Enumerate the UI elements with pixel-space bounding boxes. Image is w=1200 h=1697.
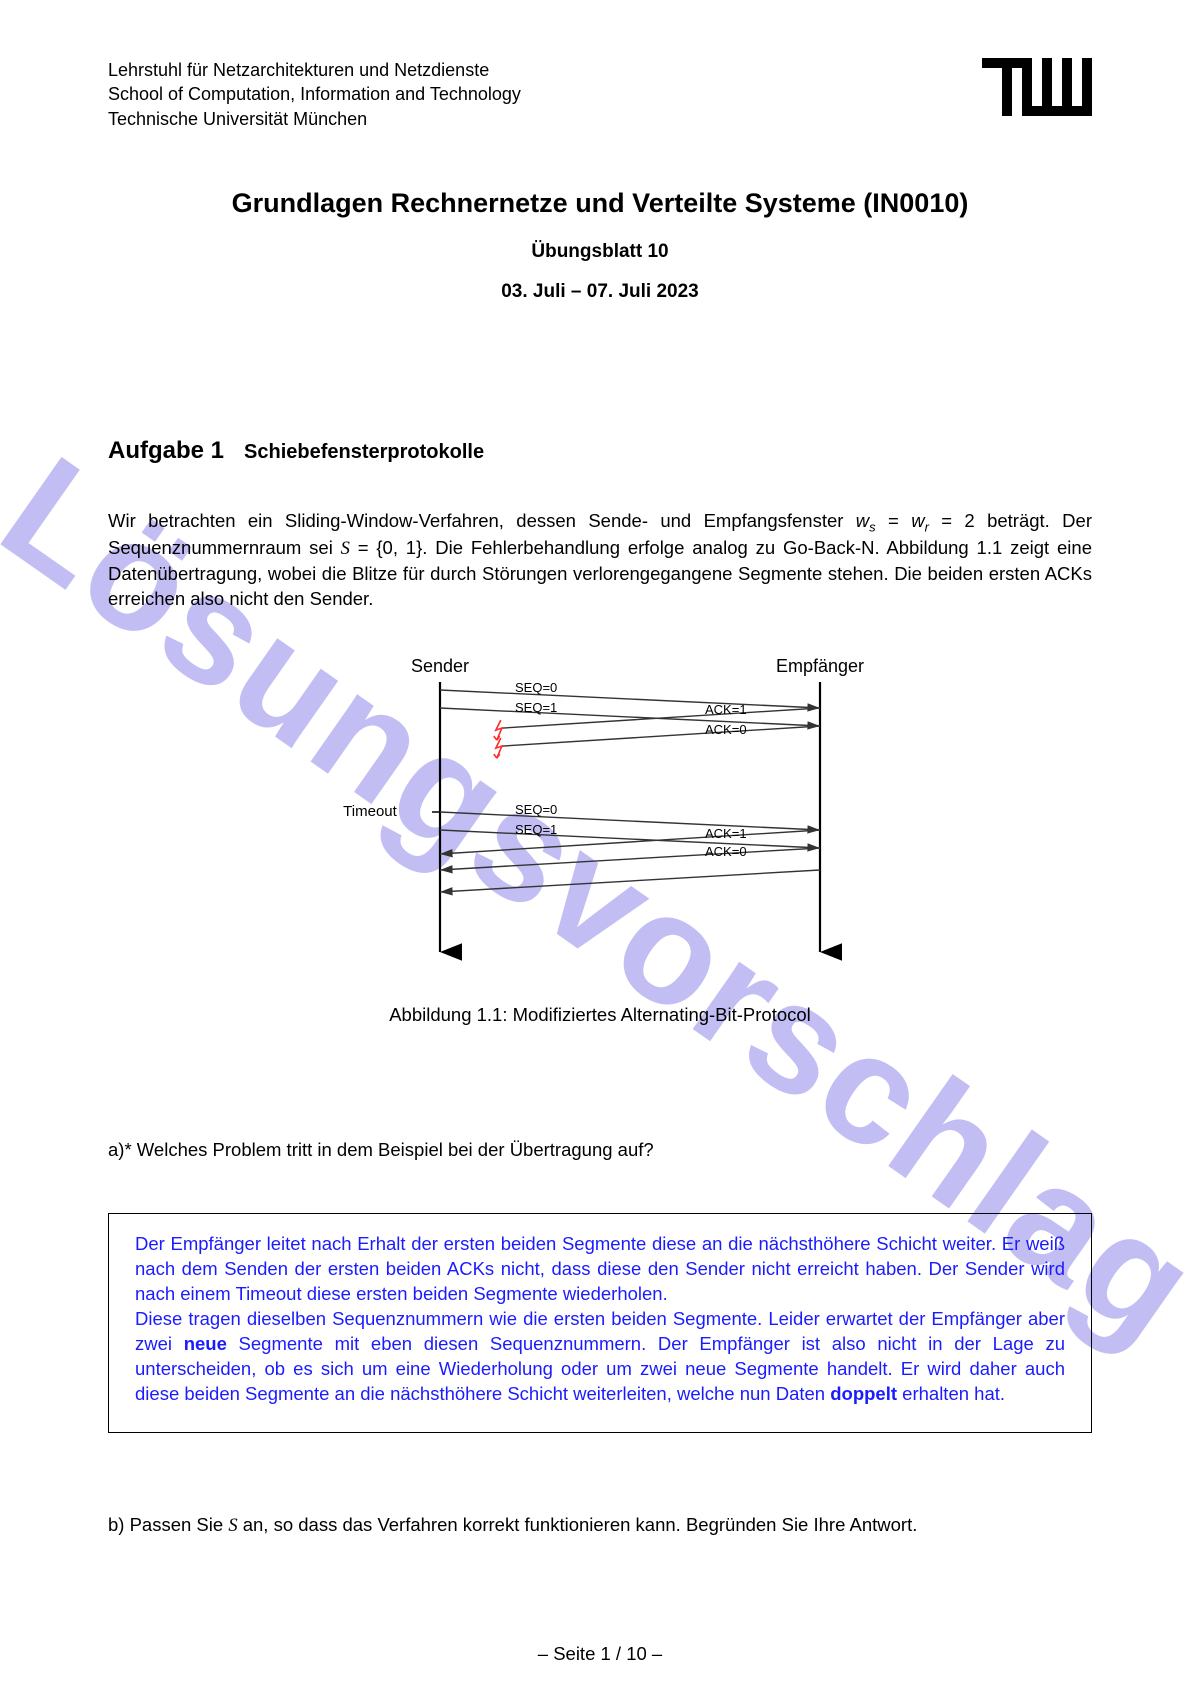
svg-text:ACK=1: ACK=1 — [705, 826, 747, 841]
svg-text:Empfänger: Empfänger — [776, 656, 864, 676]
svg-text:SEQ=1: SEQ=1 — [515, 700, 557, 715]
question-b-post: an, so dass das Verfahren korrekt funkti… — [238, 1514, 918, 1535]
svg-text:ACK=1: ACK=1 — [705, 702, 747, 717]
question-a: a)* Welches Problem tritt in dem Beispie… — [108, 1138, 1092, 1163]
task-1-name: Schiebefensterprotokolle — [244, 441, 484, 463]
page-header: Lehrstuhl für Netzarchitekturen und Netz… — [108, 58, 1092, 131]
answer-a-part2c: erhalten hat. — [897, 1383, 1005, 1404]
var-wr: w — [911, 510, 924, 531]
institution-line-3: Technische Universität München — [108, 107, 521, 131]
institution-line-1: Lehrstuhl für Netzarchitekturen und Netz… — [108, 58, 521, 82]
sheet-title: Übungsblatt 10 — [108, 239, 1092, 265]
institution-block: Lehrstuhl für Netzarchitekturen und Netz… — [108, 58, 521, 131]
answer-a-part1: Der Empfänger leitet nach Erhalt der ers… — [135, 1233, 1065, 1304]
page-footer: – Seite 1 / 10 – — [0, 1642, 1200, 1667]
task-1-intro: Wir betrachten ein Sliding-Window-Verfah… — [108, 509, 1092, 612]
answer-a-bold-doppelt: doppelt — [830, 1383, 897, 1404]
svg-text:SEQ=0: SEQ=0 — [515, 802, 557, 817]
diagram-caption: Abbildung 1.1: Modifiziertes Alternating… — [108, 1003, 1092, 1028]
title-block: Grundlagen Rechnernetze und Verteilte Sy… — [108, 185, 1092, 305]
svg-text:SEQ=0: SEQ=0 — [515, 680, 557, 695]
course-title: Grundlagen Rechnernetze und Verteilte Sy… — [108, 185, 1092, 221]
answer-a-bold-neue: neue — [184, 1333, 227, 1354]
date-range: 03. Juli – 07. Juli 2023 — [108, 279, 1092, 305]
svg-text:ACK=0: ACK=0 — [705, 844, 747, 859]
answer-a-text: Der Empfänger leitet nach Erhalt der ers… — [135, 1232, 1065, 1407]
svg-text:Timeout: Timeout — [343, 803, 397, 820]
question-b-S: S — [228, 1516, 237, 1536]
intro-part-0: Wir betrachten ein Sliding-Window-Verfah… — [108, 510, 856, 531]
answer-box-a: Der Empfänger leitet nach Erhalt der ers… — [108, 1213, 1092, 1433]
tum-logo — [982, 58, 1092, 116]
task-1-label: Aufgabe 1 — [108, 437, 224, 464]
protocol-diagram: Sender Empfänger Timeout SEQ=0 SEQ=1 ACK=1 ACK… — [108, 652, 1092, 1028]
svg-text:Sender: Sender — [411, 656, 469, 676]
question-b-pre: b) Passen Sie — [108, 1514, 228, 1535]
question-b: b) Passen Sie S an, so dass das Verfahre… — [108, 1513, 1092, 1539]
task-1-heading: Aufgabe 1 Schiebefensterprotokolle — [108, 435, 1092, 467]
svg-text:ACK=0: ACK=0 — [705, 722, 747, 737]
institution-line-2: School of Computation, Information and T… — [108, 82, 521, 106]
svg-text:SEQ=1: SEQ=1 — [515, 822, 557, 837]
var-S: S — [341, 539, 350, 559]
intro-eq: = — [876, 510, 912, 531]
var-ws: w — [856, 510, 869, 531]
